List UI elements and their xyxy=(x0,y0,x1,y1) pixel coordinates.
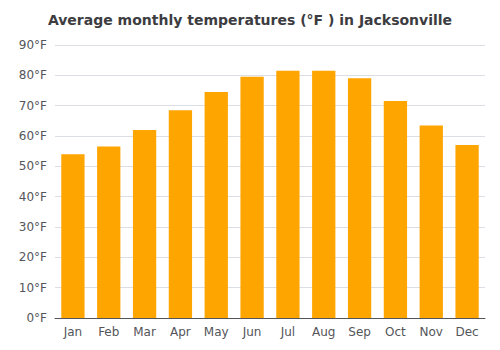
svg-text:Aug: Aug xyxy=(312,325,335,339)
svg-text:30°F: 30°F xyxy=(19,220,47,234)
svg-text:Jul: Jul xyxy=(280,325,295,339)
svg-text:60°F: 60°F xyxy=(19,129,47,143)
svg-text:Oct: Oct xyxy=(385,325,406,339)
svg-text:0°F: 0°F xyxy=(26,311,47,325)
svg-text:50°F: 50°F xyxy=(19,159,47,173)
svg-text:70°F: 70°F xyxy=(19,99,47,113)
svg-text:Nov: Nov xyxy=(420,325,443,339)
svg-text:May: May xyxy=(204,325,229,339)
svg-text:Jun: Jun xyxy=(242,325,262,339)
svg-text:Feb: Feb xyxy=(98,325,119,339)
svg-text:Apr: Apr xyxy=(170,325,191,339)
svg-text:Jan: Jan xyxy=(63,325,83,339)
svg-text:Mar: Mar xyxy=(133,325,156,339)
svg-text:90°F: 90°F xyxy=(19,38,47,52)
svg-text:Sep: Sep xyxy=(348,325,371,339)
svg-text:40°F: 40°F xyxy=(19,190,47,204)
svg-text:80°F: 80°F xyxy=(19,68,47,82)
svg-text:20°F: 20°F xyxy=(19,250,47,264)
svg-text:Dec: Dec xyxy=(455,325,478,339)
svg-text:10°F: 10°F xyxy=(19,281,47,295)
svg-text:Average monthly temperatures (: Average monthly temperatures (°F ) in Ja… xyxy=(48,12,452,28)
